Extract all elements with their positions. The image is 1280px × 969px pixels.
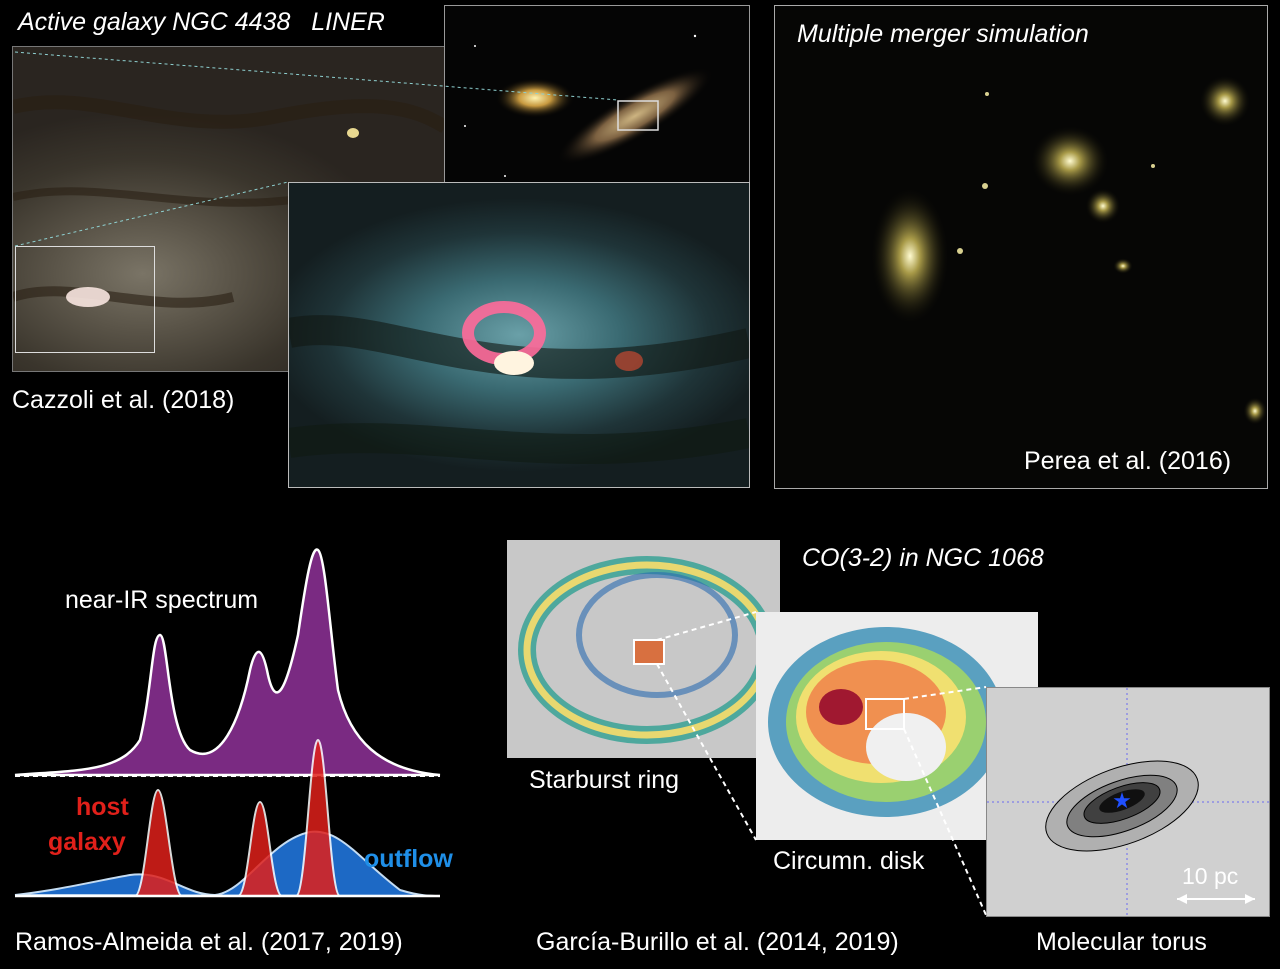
host-component-1	[134, 788, 183, 897]
merger-simulation-image	[774, 5, 1268, 489]
molecular-torus-label: Molecular torus	[1036, 928, 1207, 956]
near-ir-spectrum-label: near-IR spectrum	[65, 586, 259, 614]
co-title: CO(3-2) in NGC 1068	[802, 544, 1044, 572]
garcia-burillo-credit: García-Burillo et al. (2014, 2019)	[536, 928, 899, 956]
perea-credit: Perea et al. (2016)	[1024, 447, 1232, 475]
starburst-ring-label: Starburst ring	[529, 766, 680, 794]
near-ir-spectrum-curve	[14, 548, 441, 777]
starburst-ring-map	[507, 540, 780, 758]
nuclear-bubble	[289, 301, 749, 465]
host-component-3	[295, 738, 341, 897]
galaxy-pair	[464, 34, 716, 207]
host-label-line2: galaxy	[48, 828, 126, 856]
zoom-box-wide	[15, 246, 155, 353]
circumnuclear-disk-label: Circumn. disk	[773, 847, 925, 875]
simulated-galaxies	[870, 75, 1267, 425]
agn-star-icon: ★	[1112, 788, 1132, 813]
host-label-line1: host	[76, 793, 129, 821]
ngc4438-nucleus-image	[288, 182, 750, 488]
simulation-title: Multiple merger simulation	[797, 20, 1089, 48]
molecular-torus-map: ★	[986, 687, 1270, 917]
spectrum-diagram	[14, 548, 441, 898]
scale-bar-label: 10 pc	[1182, 863, 1239, 889]
ngc4438-title: Active galaxy NGC 4438 LINER	[18, 8, 385, 36]
ramos-almeida-credit: Ramos-Almeida et al. (2017, 2019)	[15, 928, 403, 956]
zoom-connector-lines	[14, 51, 619, 247]
host-component-2	[237, 800, 283, 897]
outflow-label: outflow	[364, 845, 453, 873]
co-zoom-connectors	[656, 611, 987, 916]
cazzoli-credit: Cazzoli et al. (2018)	[12, 386, 235, 414]
